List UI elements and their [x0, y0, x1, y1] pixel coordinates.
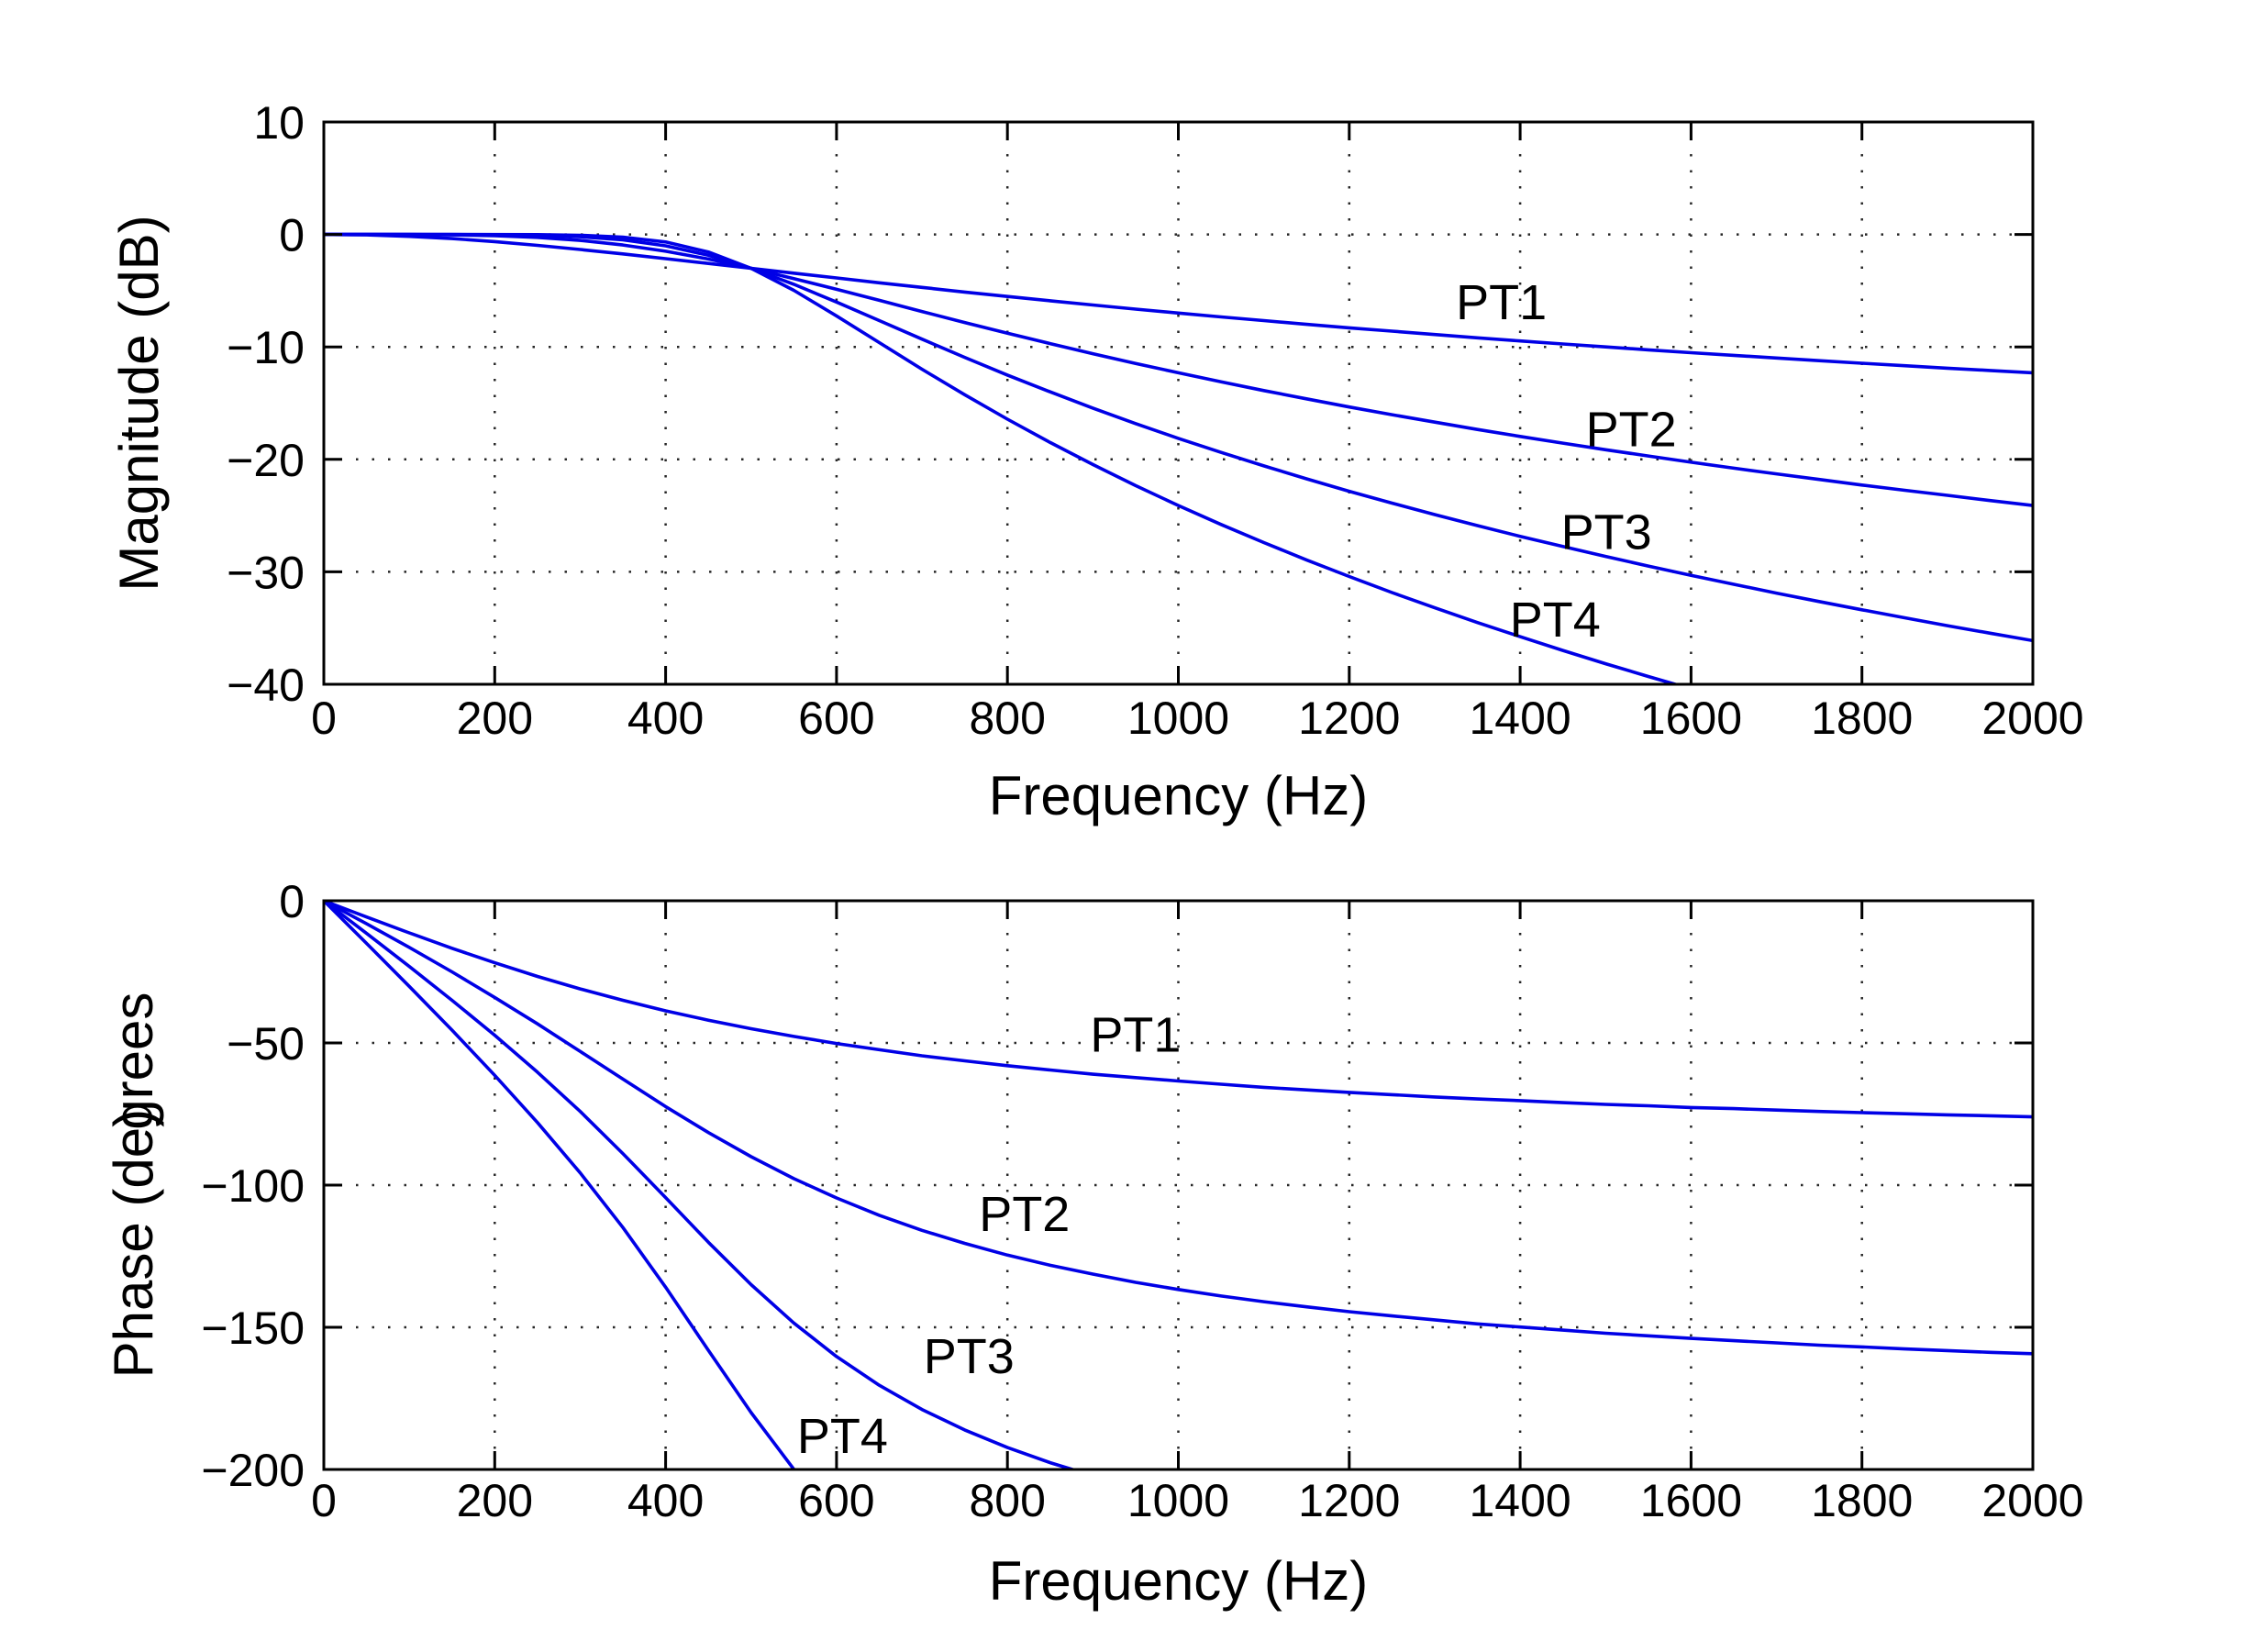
y-tick-label: 0	[279, 210, 305, 261]
curve-label-pt4: PT4	[1510, 593, 1601, 648]
x-tick-label: 600	[798, 1475, 874, 1526]
curve-pt2	[324, 901, 2033, 1356]
x-tick-label: 1400	[1469, 693, 1571, 744]
y-tick-label: −20	[227, 435, 305, 486]
curve-label-pt2: PT2	[1586, 403, 1677, 458]
y-tick-label: 10	[253, 97, 305, 149]
magnitude-y-axis-label: Magnitude (dB)	[108, 215, 170, 591]
x-tick-label: 400	[627, 693, 704, 744]
phase-x-axis-label: Frequency (Hz)	[989, 1550, 1368, 1612]
x-tick-label: 1800	[1811, 1475, 1913, 1526]
curve-pt2	[324, 232, 2033, 507]
phase-plot: 0 200 400 600 800 1000 1200 1400 1600 1800 2000 0 −5…	[103, 876, 2084, 1612]
x-tick-label: 0	[311, 1475, 337, 1526]
curve-label-pt4: PT4	[797, 1409, 888, 1464]
curve-label-pt1: PT1	[1090, 1008, 1181, 1063]
curve-label-pt2: PT2	[979, 1187, 1070, 1242]
x-tick-label: 600	[798, 693, 874, 744]
x-tick-label: 0	[311, 693, 337, 744]
phase-y-axis-label: Phase (de)grees	[103, 992, 164, 1379]
y-tick-label: 0	[279, 876, 305, 927]
y-tick-label: −40	[227, 660, 305, 711]
y-tick-label: −200	[201, 1445, 305, 1496]
x-tick-label: 1200	[1298, 1475, 1400, 1526]
y-tick-label: −150	[201, 1303, 305, 1354]
x-tick-label: 1000	[1127, 693, 1229, 744]
x-tick-label: 2000	[1981, 693, 2083, 744]
y-tick-label: −10	[227, 322, 305, 373]
x-tick-label: 200	[457, 693, 533, 744]
x-tick-label: 200	[457, 1475, 533, 1526]
y-tick-label: −30	[227, 547, 305, 598]
x-tick-label: 1400	[1469, 1475, 1571, 1526]
x-tick-label: 1800	[1811, 693, 1913, 744]
curve-pt1	[324, 901, 2033, 1119]
curve-pt4	[324, 232, 1682, 684]
x-tick-label: 400	[627, 1475, 704, 1526]
magnitude-x-axis-label: Frequency (Hz)	[989, 765, 1368, 826]
curve-label-pt3: PT3	[924, 1329, 1015, 1384]
x-tick-label: 2000	[1981, 1475, 2083, 1526]
x-tick-label: 1200	[1298, 693, 1400, 744]
curve-label-pt3: PT3	[1561, 504, 1652, 560]
magnitude-plot: 0 200 400 600 800 1000 1200 1400 1600 1800 2000 10 0…	[108, 97, 2084, 826]
x-tick-label: 1600	[1640, 693, 1742, 744]
curve-label-pt1: PT1	[1456, 275, 1547, 330]
curve-pt4	[324, 901, 796, 1469]
curve-pt1	[324, 232, 2033, 375]
y-tick-label: −100	[201, 1160, 305, 1212]
x-tick-label: 1000	[1127, 1475, 1229, 1526]
x-tick-label: 800	[969, 1475, 1045, 1526]
x-tick-label: 1600	[1640, 1475, 1742, 1526]
y-tick-label: −50	[227, 1018, 305, 1070]
curve-pt3	[324, 901, 1079, 1469]
curve-pt3	[324, 232, 2033, 643]
magnitude-axes-box	[322, 120, 2035, 686]
x-tick-label: 800	[969, 693, 1045, 744]
